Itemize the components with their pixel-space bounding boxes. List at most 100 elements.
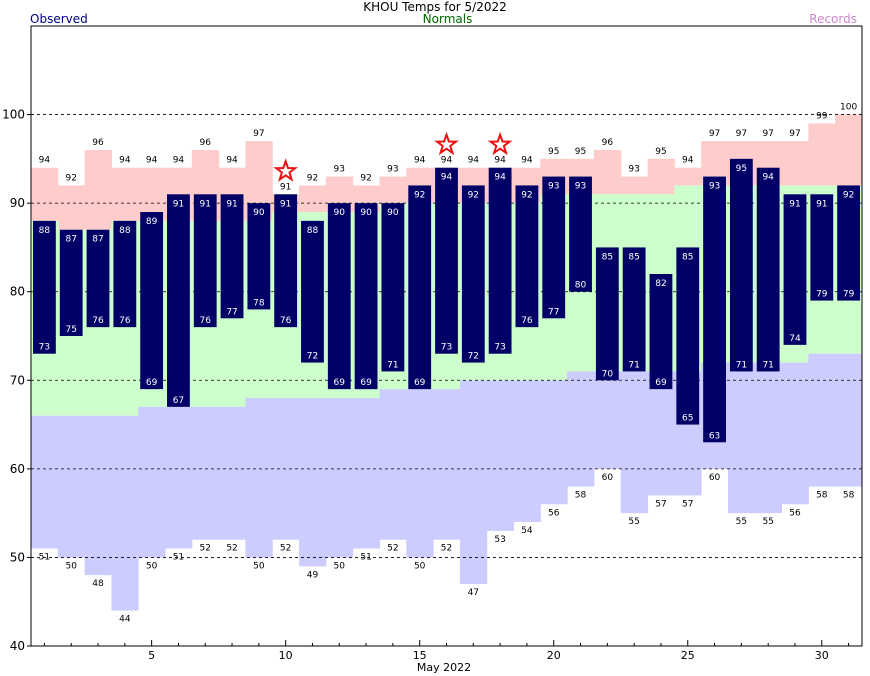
record-low-label: 50	[65, 561, 77, 571]
record-low-label: 51	[360, 553, 371, 563]
observed-high-label: 92	[843, 190, 854, 200]
record-high-label: 94	[39, 156, 51, 166]
observed-low-label: 76	[119, 316, 131, 326]
record-low-label: 52	[226, 544, 237, 554]
y-tick-label: 60	[10, 462, 25, 476]
observed-high-label: 91	[816, 199, 827, 209]
record-low-label: 58	[816, 491, 828, 501]
y-tick-label: 70	[10, 373, 25, 387]
record-high-label: 97	[709, 129, 720, 139]
record-low-band	[111, 415, 139, 611]
record-high-band	[647, 158, 675, 195]
record-low-label: 50	[334, 561, 346, 571]
y-tick-label: 80	[10, 285, 25, 299]
observed-bar	[622, 247, 646, 372]
observed-high-label: 89	[146, 217, 158, 227]
observed-high-label: 90	[387, 208, 399, 218]
observed-high-label: 95	[736, 164, 747, 174]
observed-bar	[167, 194, 190, 407]
record-high-label: 97	[253, 129, 264, 139]
record-high-label: 97	[736, 129, 747, 139]
observed-high-label: 87	[65, 235, 76, 245]
observed-high-label: 93	[575, 182, 586, 192]
record-low-band	[352, 398, 380, 549]
observed-low-label: 77	[548, 307, 559, 317]
record-low-label: 52	[280, 544, 291, 554]
observed-high-label: 85	[628, 252, 639, 262]
record-star-icon	[487, 131, 513, 156]
record-high-label: 93	[387, 165, 398, 175]
observed-bar	[515, 185, 539, 328]
observed-low-label: 74	[789, 334, 801, 344]
record-low-band	[31, 415, 59, 549]
observed-bar	[542, 176, 566, 319]
record-high-label: 91	[280, 182, 291, 192]
record-low-label: 56	[789, 508, 801, 518]
record-low-band	[138, 406, 166, 558]
observed-high-label: 90	[334, 208, 346, 218]
record-high-band	[31, 167, 59, 221]
observed-low-label: 73	[494, 343, 505, 353]
record-low-label: 55	[736, 517, 747, 527]
observed-low-label: 69	[360, 378, 372, 388]
record-high-label: 95	[655, 147, 666, 157]
observed-low-label: 71	[628, 360, 639, 370]
x-axis-label: May 2022	[417, 661, 471, 674]
observed-high-label: 88	[119, 226, 131, 236]
record-low-label: 51	[39, 553, 50, 563]
observed-bar	[595, 247, 619, 381]
record-high-label: 94	[414, 156, 426, 166]
record-low-label: 52	[200, 544, 211, 554]
observed-low-label: 75	[65, 325, 76, 335]
observed-bar	[435, 167, 458, 354]
observed-low-label: 80	[575, 281, 587, 291]
x-tick-label: 25	[681, 649, 695, 662]
observed-bar	[408, 185, 432, 390]
observed-low-label: 69	[334, 378, 346, 388]
observed-high-label: 88	[39, 226, 51, 236]
observed-high-label: 87	[92, 235, 103, 245]
observed-bar	[327, 203, 351, 390]
observed-bar	[461, 185, 485, 363]
record-low-band	[647, 371, 675, 496]
y-tick-label: 40	[10, 639, 25, 653]
observed-bar	[301, 220, 324, 363]
record-star-icon	[273, 158, 299, 182]
record-high-label: 97	[789, 129, 800, 139]
x-tick-label: 20	[547, 649, 561, 662]
observed-bar	[59, 229, 83, 336]
observed-high-label: 82	[655, 279, 666, 289]
observed-low-label: 78	[253, 298, 265, 308]
observed-high-label: 91	[789, 199, 800, 209]
record-high-label: 92	[65, 173, 76, 183]
record-low-label: 44	[119, 615, 131, 625]
observed-bar	[140, 212, 164, 390]
observed-low-label: 79	[816, 290, 828, 300]
observed-bar	[113, 220, 137, 328]
observed-bar	[837, 185, 860, 301]
record-high-band	[138, 167, 166, 221]
observed-bar	[810, 194, 834, 301]
observed-low-label: 72	[307, 352, 318, 362]
observed-low-label: 77	[226, 307, 237, 317]
record-high-band	[593, 150, 622, 195]
record-low-label: 54	[521, 526, 533, 536]
record-low-label: 50	[414, 561, 426, 571]
observed-high-label: 85	[602, 252, 613, 262]
observed-low-label: 70	[602, 369, 614, 379]
record-high-label: 97	[762, 129, 773, 139]
observed-low-label: 71	[762, 360, 773, 370]
observed-bar	[488, 167, 512, 354]
observed-low-label: 69	[146, 378, 158, 388]
record-high-band	[299, 185, 327, 212]
record-high-band	[674, 167, 702, 186]
observed-bar	[354, 203, 378, 390]
record-low-label: 56	[548, 508, 560, 518]
record-high-label: 94	[146, 156, 158, 166]
observed-bar	[274, 194, 298, 328]
record-low-label: 60	[709, 473, 721, 483]
record-high-label: 94	[494, 156, 506, 166]
observed-bar	[193, 194, 217, 328]
y-tick-label: 50	[10, 550, 25, 564]
